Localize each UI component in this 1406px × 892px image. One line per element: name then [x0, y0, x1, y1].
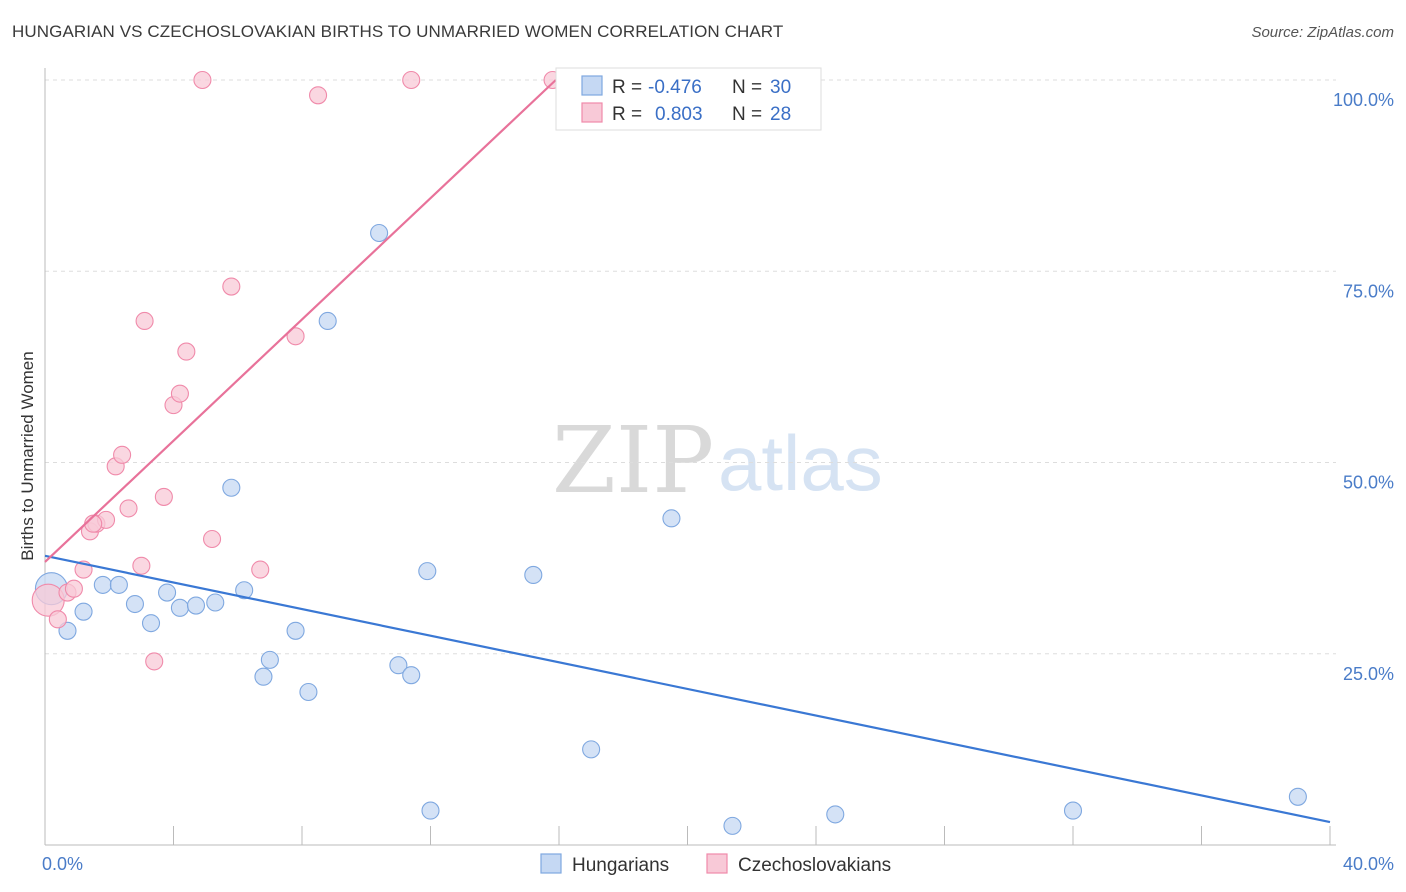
- point-czechoslovakians-23: [309, 86, 328, 105]
- point-hungarians-14: [260, 650, 279, 669]
- y-tick-label-100: 100.0%: [1333, 90, 1394, 110]
- point-czechoslovakians-20: [222, 277, 241, 296]
- legend-r-label-0: R =: [612, 77, 642, 98]
- point-hungarians-9: [186, 596, 206, 615]
- point-hungarians-3: [93, 575, 112, 594]
- trend-line-czechoslovakians: [44, 79, 557, 563]
- point-hungarians-27: [826, 805, 845, 824]
- point-czechoslovakians-11: [132, 556, 151, 575]
- point-czechoslovakians-3: [64, 579, 83, 598]
- watermark: ZIP atlas: [552, 407, 883, 514]
- y-tick-labels: 25.0% 50.0% 75.0% 100.0%: [1333, 90, 1394, 684]
- point-czechoslovakians-24: [402, 70, 421, 90]
- point-hungarians-26: [723, 816, 742, 835]
- point-hungarians-6: [141, 614, 161, 633]
- point-czechoslovakians-19: [203, 529, 222, 549]
- point-hungarians-29: [1288, 787, 1307, 806]
- y-tick-label-50: 50.0%: [1343, 473, 1394, 493]
- series-hungarians-points: [34, 223, 1307, 835]
- y-tick-label-75: 75.0%: [1343, 281, 1394, 301]
- point-czechoslovakians-10: [119, 499, 138, 518]
- chart-title: HUNGARIAN VS CZECHOSLOVAKIAN BIRTHS TO U…: [12, 22, 784, 41]
- watermark-zip: ZIP: [552, 407, 714, 514]
- trend-lines: [44, 79, 1331, 824]
- point-hungarians-8: [170, 598, 189, 617]
- bottom-legend-swatch-hungarians: [540, 853, 562, 874]
- point-czechoslovakians-17: [177, 342, 196, 361]
- point-hungarians-2: [74, 602, 93, 621]
- legend-r-value-1: 0.803: [655, 104, 703, 125]
- point-czechoslovakians-21: [251, 560, 270, 579]
- point-czechoslovakians-22: [286, 327, 305, 346]
- point-hungarians-18: [370, 223, 389, 243]
- point-hungarians-16: [299, 682, 318, 702]
- x-tick-labels: 0.0% 40.0%: [42, 854, 1394, 874]
- trend-line-hungarians: [44, 554, 1331, 824]
- gridlines: [45, 79, 1336, 655]
- point-czechoslovakians-12: [135, 311, 154, 331]
- legend-n-value-1: 28: [770, 104, 791, 125]
- y-tick-label-25: 25.0%: [1343, 664, 1394, 684]
- point-czechoslovakians-18: [193, 70, 212, 90]
- source-label: Source: ZipAtlas.com: [1251, 24, 1394, 41]
- legend-n-label-0: N =: [732, 77, 762, 98]
- point-hungarians-28: [1063, 801, 1083, 820]
- point-hungarians-12: [235, 581, 254, 600]
- point-hungarians-21: [418, 562, 437, 581]
- stats-legend: R = -0.476 N = 30 R = 0.803 N = 28: [555, 67, 822, 131]
- y-axis-label: Births to Unmarried Women: [18, 351, 37, 560]
- legend-swatch-czechoslovakians: [581, 102, 603, 123]
- legend-swatch-hungarians: [581, 75, 603, 96]
- point-hungarians-11: [222, 478, 241, 497]
- point-hungarians-13: [254, 667, 273, 686]
- point-hungarians-10: [206, 593, 225, 612]
- x-tick-label-max: 40.0%: [1343, 854, 1394, 874]
- legend-n-value-0: 30: [770, 77, 791, 98]
- point-czechoslovakians-16: [170, 384, 189, 403]
- point-hungarians-20: [402, 666, 421, 685]
- point-hungarians-7: [158, 583, 177, 602]
- point-hungarians-25: [662, 509, 681, 528]
- x-ticks: [44, 826, 1331, 845]
- point-hungarians-24: [582, 740, 601, 759]
- point-hungarians-15: [286, 621, 305, 640]
- legend-r-value-0: -0.476: [648, 77, 702, 98]
- point-czechoslovakians-14: [154, 487, 173, 506]
- point-hungarians-17: [318, 311, 337, 331]
- point-hungarians-4: [109, 575, 128, 594]
- legend-r-label-1: R =: [612, 104, 642, 125]
- point-czechoslovakians-13: [145, 652, 164, 671]
- point-hungarians-23: [524, 565, 543, 585]
- bottom-legend-label-czechoslovakians: Czechoslovakians: [738, 855, 891, 876]
- x-tick-label-min: 0.0%: [42, 854, 83, 874]
- point-czechoslovakians-1: [48, 610, 67, 629]
- bottom-legend: Hungarians Czechoslovakians: [540, 853, 891, 876]
- point-hungarians-19: [389, 656, 408, 675]
- axes: [44, 68, 1336, 846]
- bottom-legend-swatch-czechoslovakians: [706, 853, 728, 874]
- point-czechoslovakians-9: [113, 445, 132, 464]
- point-hungarians-22: [421, 801, 440, 820]
- point-hungarians-5: [125, 594, 144, 614]
- bottom-legend-label-hungarians: Hungarians: [572, 855, 669, 876]
- legend-n-label-1: N =: [732, 104, 762, 125]
